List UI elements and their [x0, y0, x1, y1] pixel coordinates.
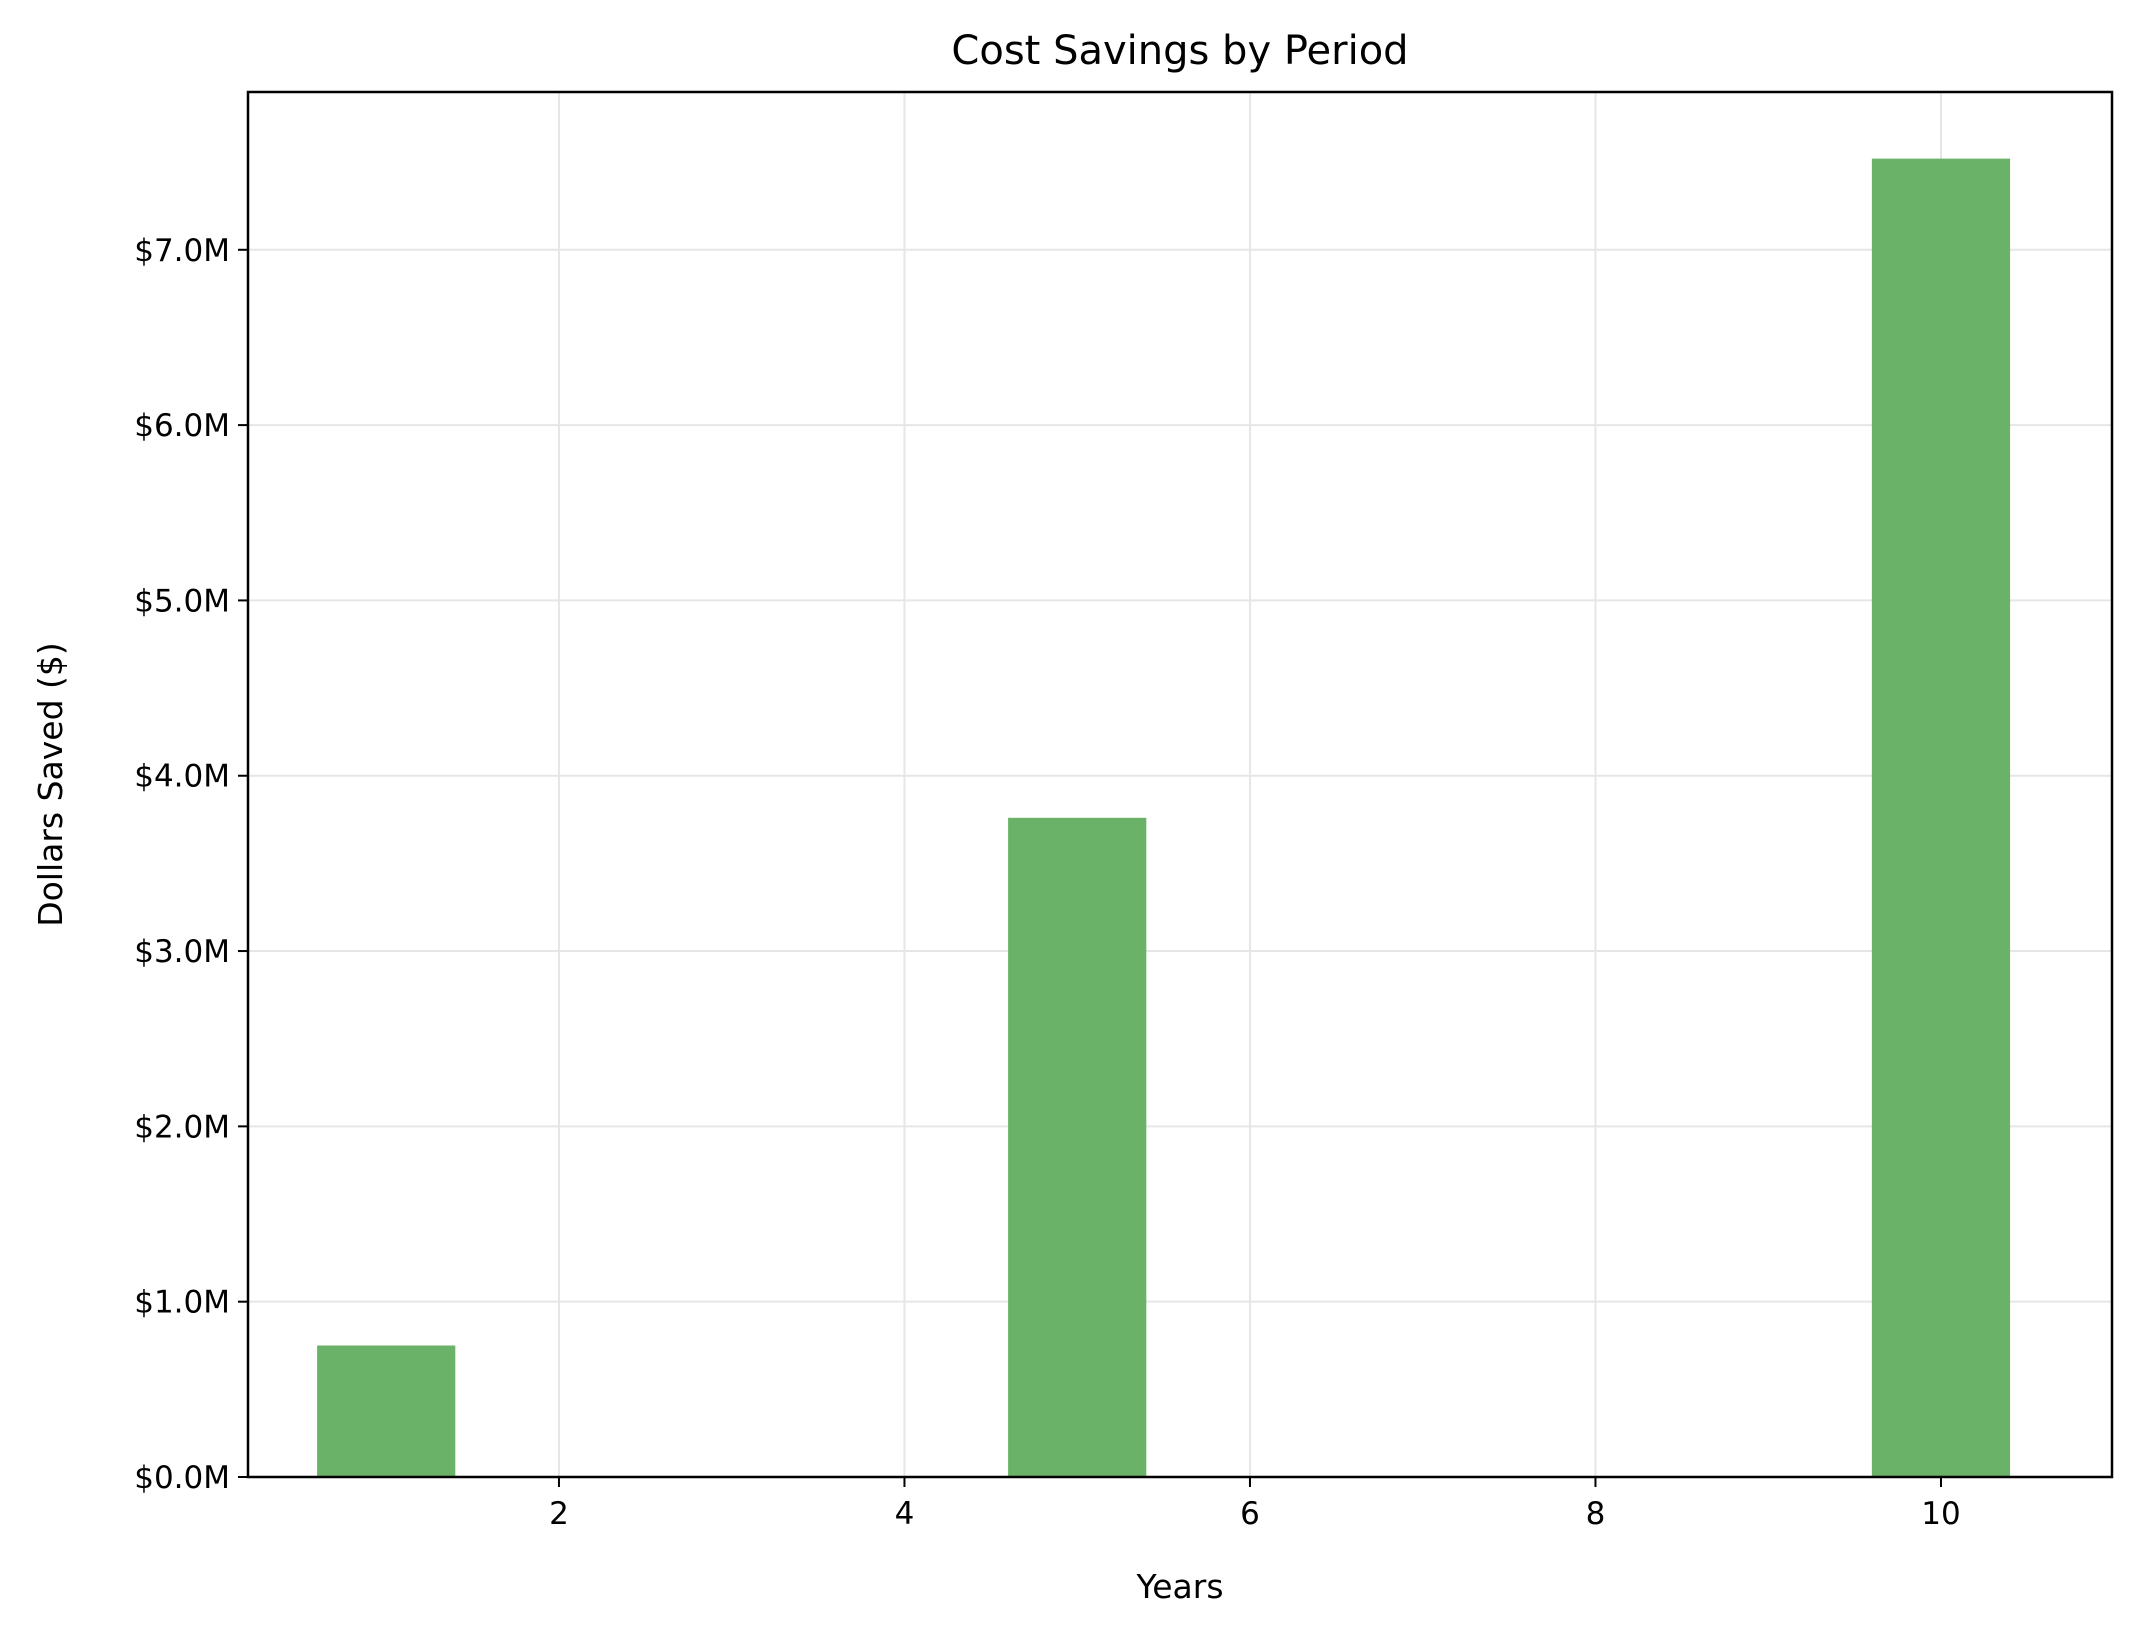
bars — [317, 158, 2011, 1478]
y-tick-label: $7.0M — [134, 233, 230, 269]
grid-lines — [248, 92, 2112, 1478]
bar — [1008, 817, 1147, 1477]
bar — [317, 1345, 456, 1477]
y-tick-label: $6.0M — [134, 408, 230, 444]
plot-frame — [246, 90, 2114, 1479]
x-axis-label: Years — [1135, 1567, 1223, 1606]
bar — [1871, 158, 2011, 1478]
y-axis-label: Dollars Saved ($) — [31, 642, 70, 927]
x-tick-label: 2 — [549, 1496, 569, 1532]
x-tick-label: 10 — [1921, 1496, 1960, 1532]
y-axis-ticks: $0.0M $1.0M $2.0M $3.0M $4.0M $5.0M $6.0M $7.0M — [134, 233, 248, 1496]
y-tick-label: $4.0M — [134, 759, 230, 795]
y-tick-label: $1.0M — [134, 1285, 230, 1321]
chart-title: Cost Savings by Period — [951, 28, 1408, 74]
y-tick-label: $2.0M — [134, 1109, 230, 1145]
x-tick-label: 6 — [1240, 1496, 1260, 1532]
x-tick-label: 4 — [895, 1496, 915, 1532]
y-tick-label: $5.0M — [134, 583, 230, 619]
x-tick-label: 8 — [1586, 1496, 1606, 1532]
y-tick-label: $3.0M — [134, 934, 230, 970]
y-tick-label: $0.0M — [134, 1460, 230, 1496]
x-axis-ticks: 2 4 6 8 10 — [549, 1477, 1961, 1532]
